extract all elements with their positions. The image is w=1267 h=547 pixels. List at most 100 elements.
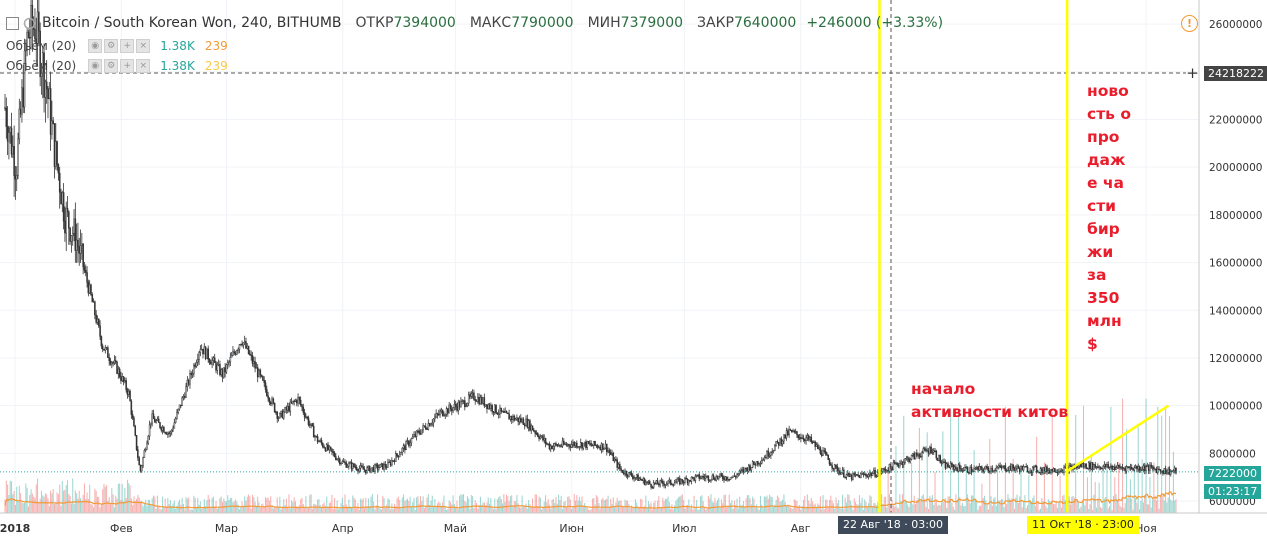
- candle-body: [1107, 464, 1110, 468]
- more-icon[interactable]: +: [120, 39, 135, 53]
- candle-body: [633, 477, 635, 479]
- volume-bar: [505, 494, 508, 513]
- volume-bar: [412, 502, 414, 513]
- candle-body: [787, 430, 789, 435]
- volume-bar: [504, 501, 506, 513]
- candle-body: [432, 418, 435, 424]
- candle-body: [716, 476, 719, 479]
- volume-bar: [31, 493, 33, 513]
- candle-body: [710, 479, 712, 481]
- candle-body: [320, 440, 323, 444]
- candle-body: [501, 411, 504, 413]
- volume-bar: [444, 507, 446, 513]
- volume-bar: [1032, 498, 1034, 513]
- settings-icon[interactable]: ⚙: [104, 59, 119, 73]
- crosshair-plus-icon[interactable]: +: [1186, 64, 1199, 82]
- candle-body: [147, 435, 150, 444]
- candle-body: [523, 424, 526, 427]
- news-annotation[interactable]: ново сть о про даж е ча сти бир жи за 350 млн $: [1087, 80, 1131, 356]
- volume-bar: [957, 413, 959, 513]
- candle-body: [492, 410, 495, 413]
- candle-body: [560, 445, 562, 448]
- candle-body: [478, 397, 480, 405]
- y-tick-label: 14000000: [1209, 305, 1262, 317]
- symbol-title[interactable]: Bitcoin / South Korean Won, 240, BITHUMB: [42, 15, 342, 31]
- eye-icon[interactable]: ◉: [88, 59, 103, 73]
- candle-body: [103, 348, 105, 351]
- candle-body: [784, 434, 787, 439]
- candle-body: [1151, 466, 1154, 469]
- close-icon[interactable]: ×: [136, 59, 151, 73]
- volume-bar: [285, 498, 287, 513]
- candle-body: [938, 455, 940, 461]
- news-annotation-line: бир: [1087, 220, 1120, 238]
- volume-bar: [737, 508, 739, 513]
- candle-body: [241, 343, 243, 346]
- candle-body: [1112, 466, 1115, 470]
- volume-bar: [842, 494, 844, 513]
- eye-icon[interactable]: ◉: [88, 39, 103, 53]
- candle-body: [183, 396, 186, 398]
- volume-bar: [248, 494, 250, 513]
- indicator-controls[interactable]: ◉ ⚙ + ×: [88, 59, 152, 73]
- volume-bar: [348, 499, 350, 513]
- candle-body: [1090, 462, 1093, 470]
- candle-body: [180, 404, 182, 407]
- candle-body: [1009, 466, 1012, 471]
- volume-indicator-row-2[interactable]: Объём (20) ◉ ⚙ + × 1.38K 239: [6, 58, 228, 74]
- volume-bar: [500, 498, 502, 513]
- volume-bar: [722, 503, 724, 513]
- candle-body: [777, 442, 780, 446]
- candle-body: [977, 467, 979, 471]
- collapse-icon[interactable]: [6, 16, 19, 30]
- volume-bar: [697, 509, 699, 513]
- volume-bar: [974, 499, 976, 513]
- candle-body: [45, 81, 48, 90]
- more-icon[interactable]: +: [120, 59, 135, 73]
- candle-body: [789, 429, 792, 431]
- candle-body: [258, 369, 260, 378]
- candle-body: [569, 445, 572, 448]
- candle-body: [121, 376, 124, 381]
- volume-bar: [477, 508, 479, 513]
- volume-bar: [379, 508, 381, 513]
- chart-type-icon[interactable]: [23, 17, 36, 30]
- candle-body: [247, 345, 250, 355]
- volume-bar: [716, 499, 719, 513]
- volume-bar: [1107, 508, 1109, 513]
- volume-bar: [1144, 494, 1146, 513]
- candle-body: [531, 425, 534, 431]
- volume-bar: [732, 508, 734, 513]
- volume-bar: [550, 508, 552, 513]
- volume-bar: [291, 500, 293, 513]
- x-tick-label: Ноя: [1135, 522, 1157, 535]
- y-tick-label: 18000000: [1209, 210, 1262, 222]
- volume-bar: [1115, 494, 1117, 513]
- volume-bar: [1141, 459, 1143, 513]
- volume-bar: [300, 499, 302, 513]
- time-axis: 2018 Фев Мар Апр Май Июн Июл Авг Ноя: [0, 512, 1267, 535]
- candle-body: [1043, 467, 1046, 472]
- warning-icon[interactable]: !: [1181, 15, 1198, 32]
- volume-bar: [759, 495, 762, 513]
- candle-body: [221, 369, 224, 378]
- overlays: [0, 0, 1199, 513]
- volume-bar: [608, 506, 610, 513]
- whales-annotation[interactable]: начало активности китов: [911, 378, 1068, 424]
- close-icon[interactable]: ×: [136, 39, 151, 53]
- volume-bar: [1029, 500, 1031, 513]
- volume-bar: [180, 504, 182, 513]
- volume-bar: [53, 503, 56, 513]
- volume-bar: [539, 497, 541, 513]
- volume-bar: [705, 509, 707, 513]
- candle-body: [223, 367, 225, 378]
- volume-bar: [670, 509, 672, 513]
- volume-bar: [1004, 406, 1006, 513]
- volume-indicator-row-1[interactable]: Объём (20) ◉ ⚙ + × 1.38K 239: [6, 38, 228, 54]
- settings-icon[interactable]: ⚙: [104, 39, 119, 53]
- indicator-controls[interactable]: ◉ ⚙ + ×: [88, 39, 152, 53]
- candle-body: [264, 382, 267, 390]
- candle-body: [664, 484, 667, 486]
